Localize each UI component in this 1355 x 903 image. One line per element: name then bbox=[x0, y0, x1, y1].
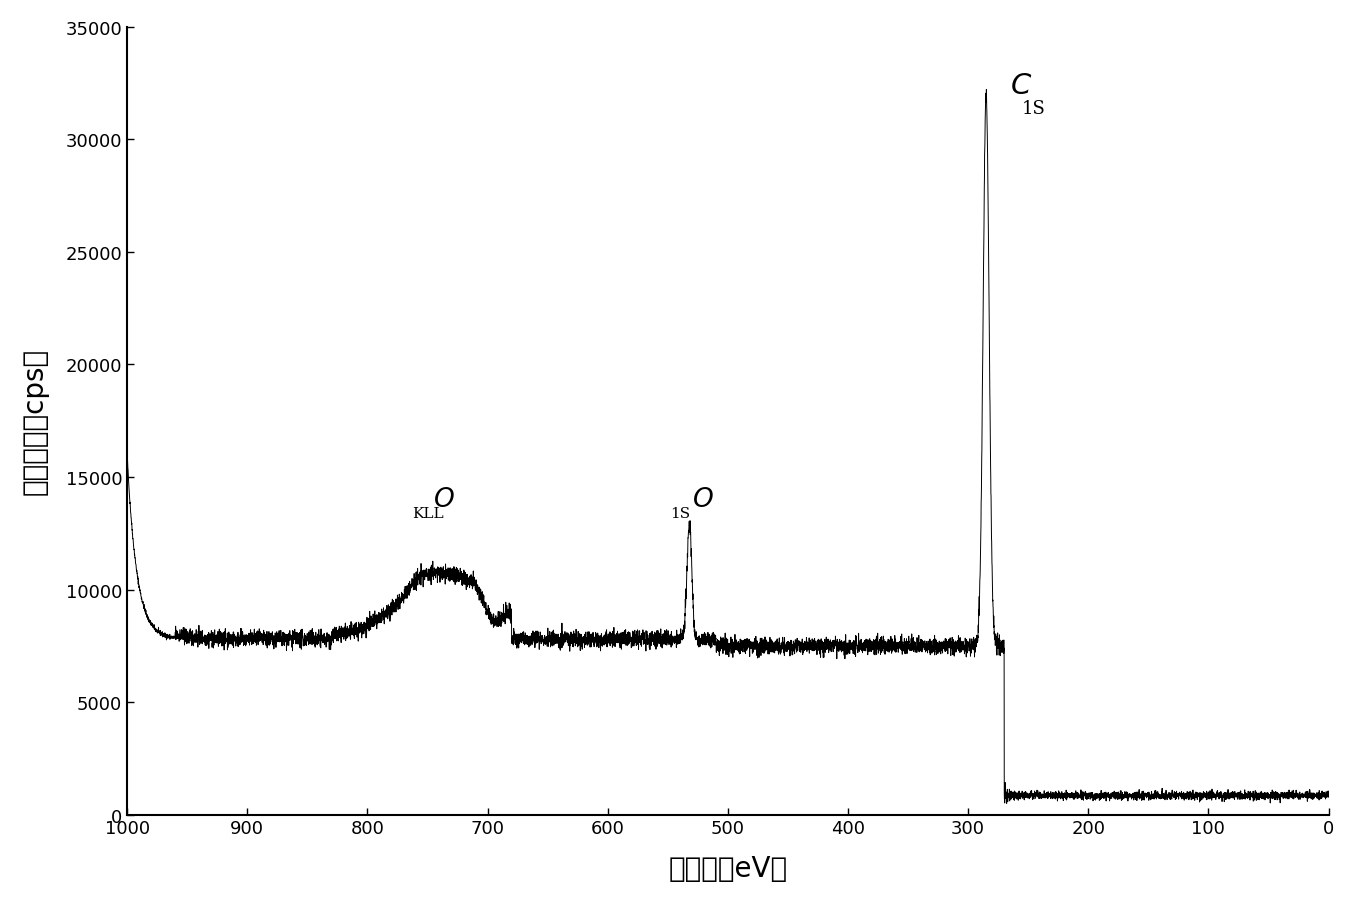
Text: $C$: $C$ bbox=[1011, 71, 1033, 99]
Text: KLL: KLL bbox=[412, 507, 443, 520]
X-axis label: 结合能（eV）: 结合能（eV） bbox=[668, 854, 787, 882]
Text: $O$: $O$ bbox=[434, 486, 455, 511]
Y-axis label: 相对强度（cps）: 相对强度（cps） bbox=[20, 348, 49, 495]
Text: 1S: 1S bbox=[671, 507, 690, 520]
Text: 1S: 1S bbox=[1022, 99, 1046, 117]
Text: $O$: $O$ bbox=[692, 486, 714, 511]
